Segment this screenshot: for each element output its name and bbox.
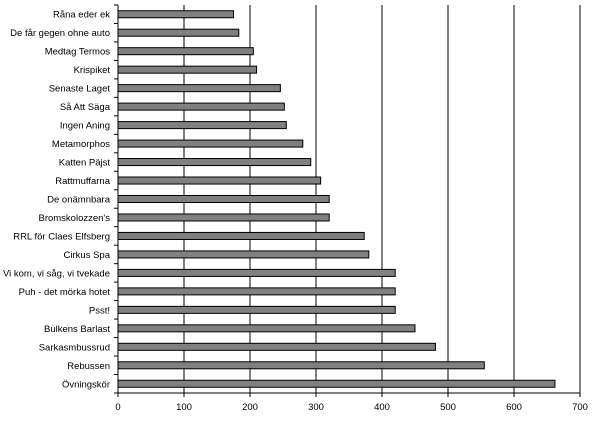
x-tick-labels: 0 100 200 300 400 500 600 700	[115, 402, 588, 413]
category-label-17: Bulkens Barlast	[44, 324, 110, 335]
bar-5	[117, 102, 285, 111]
bar-15	[117, 287, 396, 296]
bar-0	[117, 10, 234, 19]
category-label-13: Cirkus Spa	[64, 250, 111, 261]
category-label-12: RRL för Claes Elfsberg	[13, 231, 110, 242]
bar-17	[117, 324, 416, 333]
bar-12	[117, 231, 365, 240]
bar-14	[117, 268, 396, 277]
x-tick-label-400: 400	[374, 402, 390, 413]
category-label-5: Så Att Säga	[60, 102, 111, 113]
category-label-14: Vi kom, vi såg, vi tvekade	[3, 268, 110, 279]
bar-11	[117, 213, 330, 222]
bar-1	[117, 28, 240, 37]
category-label-9: Rattmuffarna	[55, 176, 110, 187]
category-label-2: Medtag Termos	[45, 47, 111, 58]
category-label-16: Psst!	[89, 305, 110, 316]
category-label-0: Råna eder ek	[53, 10, 110, 21]
x-tick-label-700: 700	[572, 402, 588, 413]
bar-20	[117, 379, 556, 388]
x-tick-label-100: 100	[176, 402, 192, 413]
bar-4	[117, 84, 281, 93]
category-label-1: De får gegen ohne auto	[10, 28, 110, 39]
category-label-10: De onämnbara	[47, 195, 111, 206]
x-tick-label-300: 300	[308, 402, 324, 413]
category-label-8: Katten Päjst	[59, 158, 111, 169]
category-label-4: Senaste Laget	[49, 84, 111, 95]
bar-19	[117, 361, 485, 370]
category-label-6: Ingen Aning	[60, 121, 110, 132]
bar-16	[117, 305, 396, 314]
x-tick-label-0: 0	[115, 402, 120, 413]
bar-6	[117, 121, 287, 130]
x-tick-label-200: 200	[242, 402, 258, 413]
bar-2	[117, 47, 254, 56]
category-label-20: Övningskör	[62, 379, 110, 390]
bar-13	[117, 250, 370, 259]
category-label-3: Krispiket	[74, 65, 111, 76]
axes	[114, 4, 581, 397]
category-label-19: Rebussen	[67, 361, 110, 372]
category-label-15: Puh - det mörka hotet	[19, 287, 111, 298]
x-tick-label-500: 500	[440, 402, 456, 413]
bar-8	[117, 158, 312, 167]
category-label-18: Sarkasmbussrud	[39, 342, 110, 353]
bar-10	[117, 194, 330, 204]
bar-9	[117, 176, 322, 185]
bar-3	[117, 65, 258, 74]
bar-7	[117, 139, 304, 148]
bar-18	[117, 342, 436, 351]
category-label-11: Bromskolozzen's	[38, 213, 110, 224]
x-tick-label-600: 600	[506, 402, 522, 413]
category-labels: Råna eder ek De får gegen ohne auto Medtag…	[3, 10, 111, 391]
category-label-7: Metamorphos	[52, 139, 110, 150]
